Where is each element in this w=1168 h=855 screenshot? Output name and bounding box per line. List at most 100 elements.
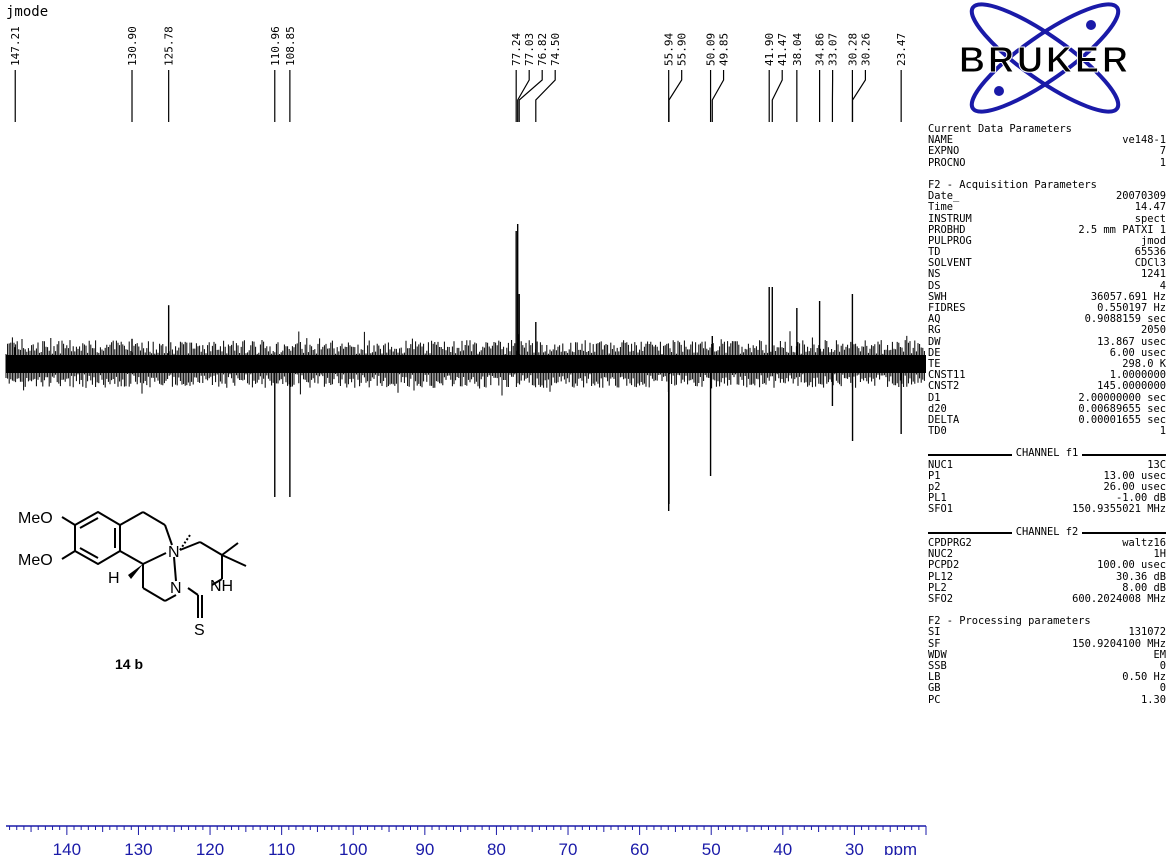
- param-name: SFO1: [928, 504, 954, 516]
- param-row: PCPD2 100.00 usec: [928, 560, 1166, 571]
- param-row: INSTRUM spect: [928, 214, 1166, 225]
- peak-label: 50.09: [705, 33, 718, 66]
- param-name: PCPD2: [928, 560, 960, 572]
- baseline-noise: [5, 331, 926, 396]
- methoxy-label-1: MeO: [18, 510, 53, 527]
- param-value: 1.0000000: [1109, 370, 1166, 382]
- param-row: d20 0.00689655 sec: [928, 404, 1166, 415]
- param-name: NUC2: [928, 549, 954, 561]
- x-tick-label: 40: [773, 840, 792, 855]
- param-name: RG: [928, 325, 941, 337]
- param-name: d20: [928, 403, 947, 415]
- processing-params-list: SI 131072 SF 150.9204100 MHz WDW EM SSB 0 LB 0.50…: [928, 627, 1166, 705]
- peak-label: 74.50: [549, 33, 562, 66]
- param-row: PC 1.30: [928, 695, 1166, 706]
- param-value: EM: [1153, 649, 1166, 661]
- nitrogen-label-1: N: [168, 544, 180, 561]
- param-row: CNST2 145.0000000: [928, 381, 1166, 392]
- x-tick-label: 70: [559, 840, 578, 855]
- param-name: PL2: [928, 582, 947, 594]
- peak-label: 108.85: [284, 26, 297, 66]
- param-row: DELTA 0.00001655 sec: [928, 415, 1166, 426]
- param-row: p2 26.00 usec: [928, 482, 1166, 493]
- param-value: 4: [1159, 280, 1166, 292]
- param-row: TD0 1: [928, 426, 1166, 437]
- channel-f2-params-list: CPDPRG2 waltz16 NUC2 1H PCPD2 100.00 usec PL12…: [928, 538, 1166, 605]
- x-tick-label: 120: [196, 840, 224, 855]
- param-name: SFO2: [928, 593, 954, 605]
- peak-leader-line: [771, 70, 783, 122]
- peak-leader-line: [851, 70, 866, 122]
- param-name: DW: [928, 336, 941, 348]
- param-name: PULPROG: [928, 235, 972, 247]
- param-row: P1 13.00 usec: [928, 471, 1166, 482]
- param-name: P1: [928, 470, 941, 482]
- param-name: TE: [928, 358, 941, 370]
- param-row: TD 65536: [928, 247, 1166, 258]
- molecule-structure: MeO MeO N N NH H S: [18, 510, 247, 639]
- param-value: spect: [1134, 213, 1166, 225]
- x-tick-label: 130: [124, 840, 152, 855]
- param-value: 2.5 mm PATXI 1: [1078, 224, 1166, 236]
- param-name: CNST11: [928, 370, 966, 382]
- param-name: TD: [928, 247, 941, 259]
- param-name: CPDPRG2: [928, 537, 972, 549]
- param-value: 0.9088159 sec: [1084, 314, 1166, 326]
- x-tick-label: 110: [268, 840, 295, 855]
- peak-leader-line: [517, 70, 530, 122]
- param-value: 13.00 usec: [1103, 470, 1166, 482]
- param-row: D1 2.00000000 sec: [928, 393, 1166, 404]
- hydrogen-label: H: [108, 570, 120, 587]
- peak-label: 41.90: [763, 33, 776, 66]
- param-value: waltz16: [1122, 537, 1166, 549]
- sulfur-label: S: [194, 622, 205, 639]
- peak-label: 76.82: [536, 33, 549, 66]
- peak-label-group: 147.21 130.90 125.78 110.96 108.85 77.24 77.03…: [9, 26, 908, 122]
- param-value: jmod: [1140, 235, 1166, 247]
- param-value: 0.00689655 sec: [1078, 403, 1166, 415]
- x-tick-label: 80: [487, 840, 506, 855]
- param-row: SFO1 150.9355021 MHz: [928, 504, 1166, 515]
- param-value: 2.00000000 sec: [1078, 392, 1166, 404]
- param-name: GB: [928, 683, 941, 695]
- peak-label: 41.47: [776, 33, 789, 66]
- param-value: 150.9204100 MHz: [1072, 638, 1166, 650]
- param-value: 14.47: [1134, 202, 1166, 214]
- param-value: 6.00 usec: [1109, 347, 1166, 359]
- param-row: EXPNO 7: [928, 146, 1166, 157]
- param-row: RG 2050: [928, 325, 1166, 336]
- peak-label: 125.78: [163, 26, 176, 66]
- param-row: PROCNO 1: [928, 158, 1166, 169]
- param-name: FIDRES: [928, 303, 966, 314]
- peak-label: 55.90: [676, 33, 689, 66]
- peak-label: 77.03: [523, 33, 536, 66]
- param-value: 7: [1159, 146, 1166, 158]
- param-row: NUC1 13C: [928, 460, 1166, 471]
- param-name: SOLVENT: [928, 258, 972, 270]
- param-value: 145.0000000: [1097, 381, 1166, 393]
- param-value: 131072: [1128, 627, 1166, 639]
- param-value: 298.0 K: [1122, 358, 1166, 370]
- param-value: 8.00 dB: [1122, 582, 1166, 594]
- acquisition-params-list: Date_ 20070309 Time 14.47 INSTRUM spect PROBHD…: [928, 191, 1166, 437]
- peak-label: 23.47: [895, 33, 908, 66]
- param-row: PL12 30.36 dB: [928, 572, 1166, 583]
- param-row: SSB 0: [928, 661, 1166, 672]
- peak-label: 30.26: [859, 33, 872, 66]
- param-row: CPDPRG2 waltz16: [928, 538, 1166, 549]
- param-row: PULPROG jmod: [928, 236, 1166, 247]
- param-row: SF 150.9204100 MHz: [928, 639, 1166, 650]
- param-row: PROBHD 2.5 mm PATXI 1: [928, 225, 1166, 236]
- param-name: SSB: [928, 661, 947, 672]
- param-row: DS 4: [928, 281, 1166, 292]
- compound-label: 14 b: [115, 656, 144, 672]
- param-name: PROCNO: [928, 157, 966, 169]
- param-row: Date_ 20070309: [928, 191, 1166, 202]
- peak-label: 38.04: [791, 33, 804, 66]
- noise-core: [6, 355, 926, 373]
- param-row: FIDRES 0.550197 Hz: [928, 303, 1166, 314]
- param-value: 0.00001655 sec: [1078, 414, 1166, 426]
- param-value: ve148-1: [1122, 135, 1166, 147]
- param-name: Time: [928, 202, 954, 214]
